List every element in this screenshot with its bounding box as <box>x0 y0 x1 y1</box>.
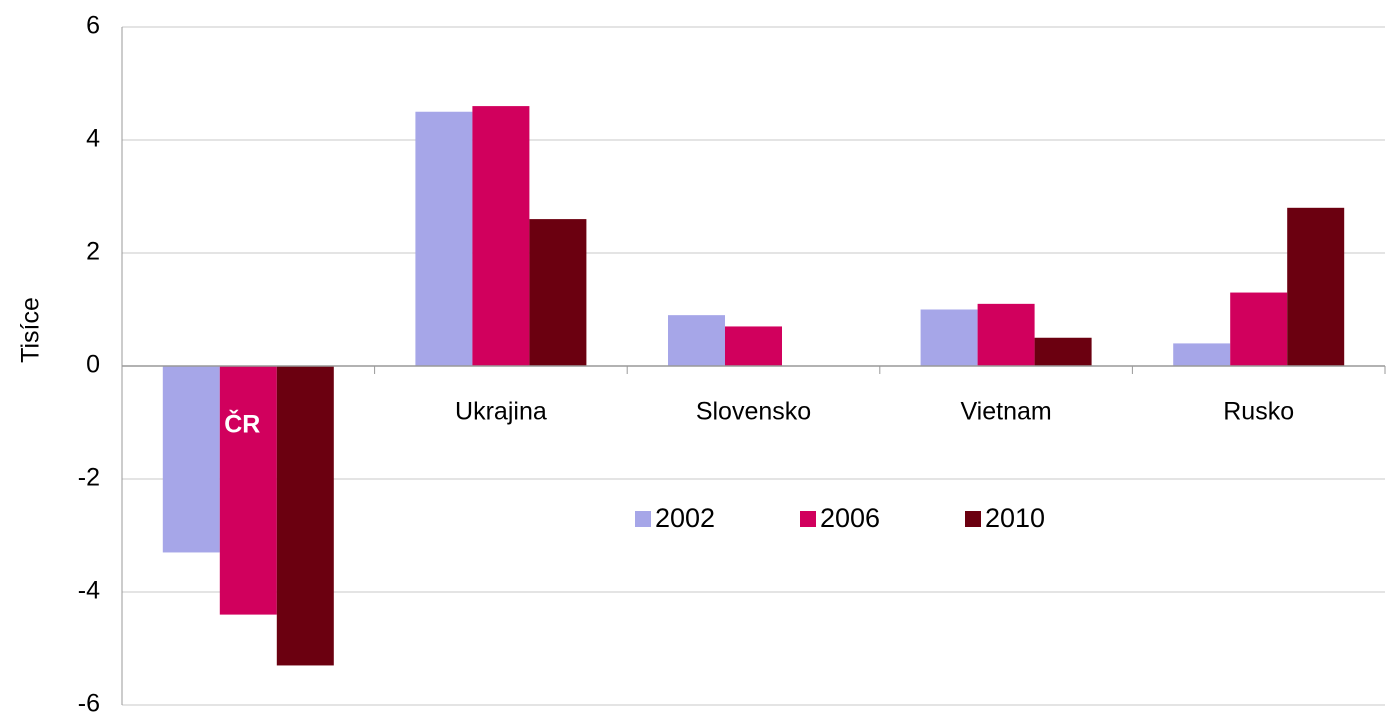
legend-swatch <box>635 511 651 527</box>
y-tick-label: 4 <box>86 125 100 153</box>
bar <box>472 106 530 366</box>
y-tick-label: 6 <box>86 12 100 40</box>
bar <box>162 366 220 553</box>
bar <box>1034 337 1092 366</box>
bar <box>668 315 725 366</box>
y-tick-label: 0 <box>86 351 100 379</box>
bar <box>529 219 587 366</box>
legend-label: 2002 <box>655 503 715 533</box>
y-tick-label: -2 <box>78 464 100 492</box>
x-tick-label: ČR <box>224 409 260 439</box>
x-tick-label: Vietnam <box>960 398 1051 426</box>
x-tick-label: Rusko <box>1223 398 1294 426</box>
y-axis-label: Tisíce <box>17 297 45 363</box>
legend-swatch <box>965 511 981 527</box>
bar <box>1230 292 1288 366</box>
x-tick-label: Slovensko <box>696 398 811 426</box>
y-tick-label: -4 <box>78 577 100 605</box>
bar <box>920 309 978 366</box>
legend-label: 2006 <box>820 503 880 533</box>
x-tick-label: Ukrajina <box>455 398 547 426</box>
legend-label: 2010 <box>985 503 1045 533</box>
bar <box>1173 343 1231 366</box>
bar <box>725 326 782 366</box>
bar <box>1287 207 1345 366</box>
bar <box>219 366 277 615</box>
y-tick-label: 2 <box>86 238 100 266</box>
y-tick-label: -6 <box>78 690 100 712</box>
bar <box>276 366 334 666</box>
bar <box>977 303 1035 366</box>
legend-swatch <box>800 511 816 527</box>
bar <box>415 111 473 366</box>
